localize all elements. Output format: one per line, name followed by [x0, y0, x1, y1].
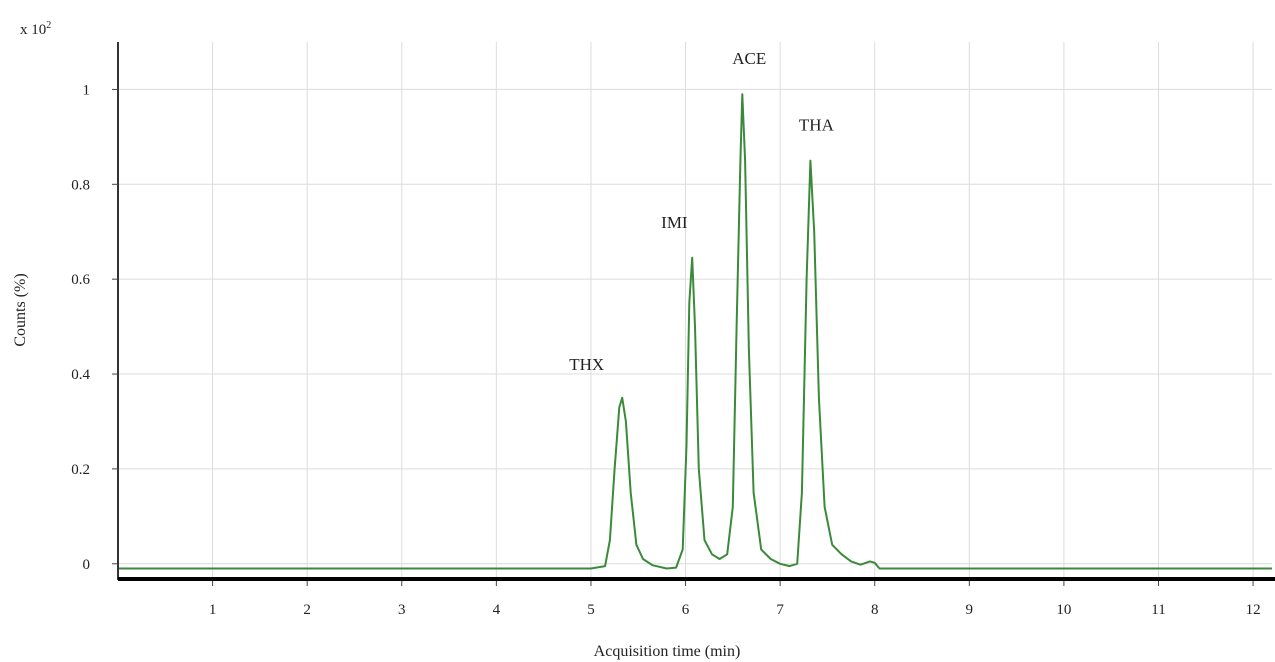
y-tick-label: 0.6 [71, 272, 90, 288]
y-tick-label: 0.8 [71, 177, 90, 193]
x-tick-label: 4 [493, 602, 501, 618]
y-tick-label: 0.2 [71, 462, 90, 478]
x-tick-label: 5 [587, 602, 595, 618]
x-tick-label: 1 [209, 602, 217, 618]
y-axis-title: Counts (%) [12, 273, 29, 346]
y-axis-multiplier: x 102 [20, 20, 51, 38]
x-tick-label: 8 [871, 602, 879, 618]
y-axis-multiplier-exponent: 2 [46, 20, 51, 31]
x-tick-label: 12 [1246, 602, 1261, 618]
grid-lines [118, 42, 1272, 578]
x-tick-label: 6 [682, 602, 690, 618]
y-tick-label: 1 [83, 82, 91, 98]
y-axis-multiplier-base: x 10 [20, 22, 46, 38]
peak-label: ACE [732, 49, 766, 68]
peak-label: THA [799, 116, 835, 135]
x-tick-label: 2 [303, 602, 311, 618]
x-axis-title: Acquisition time (min) [594, 643, 741, 660]
series-line [118, 93, 1272, 570]
axes [112, 42, 1275, 586]
x-tick-label: 3 [398, 602, 406, 618]
y-tick-label: 0.4 [71, 367, 90, 383]
peak-label: IMI [661, 213, 688, 232]
peak-labels: THX IMI ACE THA [569, 49, 834, 374]
x-tick-label: 11 [1151, 602, 1165, 618]
series-group [118, 93, 1272, 570]
x-tick-label: 9 [966, 602, 974, 618]
y-tick-label: 0 [83, 557, 91, 573]
x-tick-label: 10 [1056, 602, 1071, 618]
peak-label: THX [569, 355, 604, 374]
x-tick-label: 7 [776, 602, 784, 618]
